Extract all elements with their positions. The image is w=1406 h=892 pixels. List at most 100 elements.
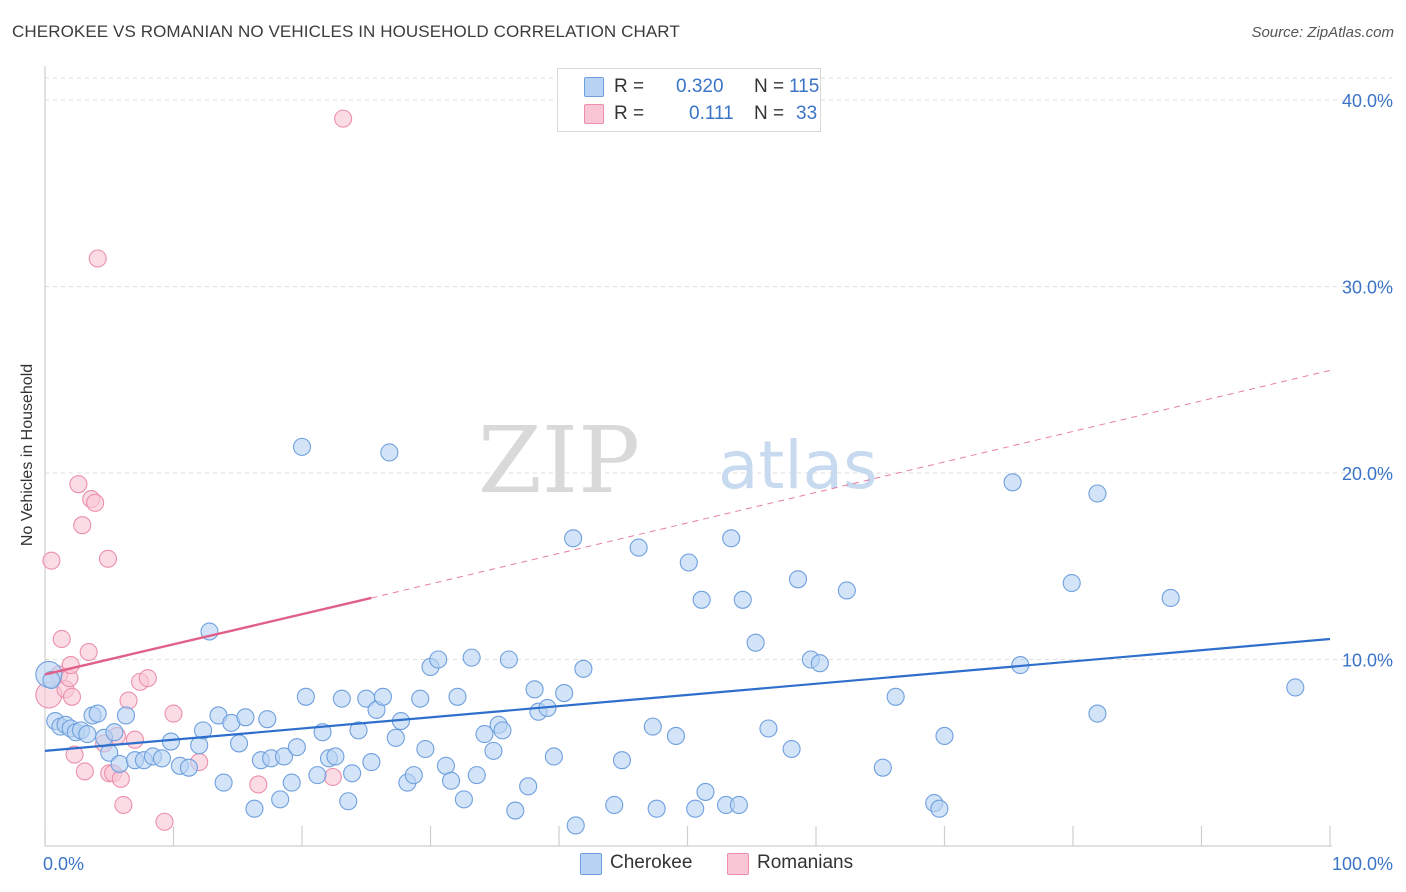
romanian-point (86, 493, 105, 512)
cherokee-point (759, 719, 778, 738)
cherokee-point (152, 749, 171, 768)
cherokee-point (873, 758, 892, 777)
cherokee-point (746, 633, 765, 652)
cherokee-point (647, 799, 666, 818)
bottom-swatch-cherokee (580, 853, 602, 875)
cherokee-point (308, 766, 327, 785)
cherokee-point (448, 687, 467, 706)
legend-r-label: R = (614, 103, 645, 124)
cherokee-point (696, 782, 715, 801)
legend-r-value-cherokee: 0.320 (676, 76, 724, 97)
cherokee-point (296, 687, 315, 706)
cherokee-point (1088, 484, 1107, 503)
cherokee-point (380, 443, 399, 462)
romanian-point (164, 704, 183, 723)
cherokee-point (574, 659, 593, 678)
x-tick-label: 100.0% (1332, 854, 1393, 874)
cherokee-point (411, 689, 430, 708)
romanian-point (65, 745, 84, 764)
x-tick-label: 0.0% (43, 854, 84, 874)
cherokee-point (467, 766, 486, 785)
cherokee-point (692, 590, 711, 609)
cherokee-point (525, 680, 544, 699)
cherokee-point (605, 795, 624, 815)
correlation-legend: R = 0.320 N = 115 R = 0.111 N = 33 (557, 68, 821, 132)
axis-layer (44, 66, 1332, 847)
source-label: Source: ZipAtlas.com (1251, 24, 1394, 41)
cherokee-point (194, 721, 213, 740)
romanian-point (138, 669, 157, 688)
cherokee-point (326, 747, 345, 766)
cherokee-point (810, 654, 829, 673)
legend-n-value-cherokee: 115 (789, 76, 820, 97)
romanian-point (155, 812, 174, 831)
cherokee-point (566, 816, 585, 835)
y-tick-label: 30.0% (1342, 277, 1393, 297)
romanian-point (249, 775, 268, 794)
romanian-point (125, 730, 144, 749)
cherokee-point (42, 670, 61, 690)
trend-lines (44, 369, 1331, 752)
cherokee-point (343, 764, 362, 783)
cherokee-point (274, 747, 294, 766)
romanian-point (42, 551, 61, 570)
cherokee-point (416, 739, 435, 759)
cherokee-trend-line (44, 637, 1331, 752)
cherokee-point (236, 708, 255, 727)
cherokee-point (258, 710, 277, 729)
cherokee-point (666, 726, 685, 746)
cherokee-point (110, 754, 129, 773)
cherokee-point (935, 726, 954, 746)
cherokee-point (362, 753, 381, 772)
cherokee-point (1286, 678, 1305, 697)
cherokee-point (442, 771, 461, 790)
cherokee-point (229, 734, 249, 753)
cherokee-point (339, 792, 358, 811)
cherokee-point (88, 704, 107, 723)
cherokee-point (782, 739, 801, 759)
romanian-point (119, 691, 138, 710)
legend-r-label: R = (614, 76, 645, 97)
y-tick-label: 10.0% (1342, 650, 1393, 670)
cherokee-point (287, 738, 306, 757)
cherokee-point (484, 741, 503, 760)
romanians-points (35, 109, 353, 831)
y-tick-label: 20.0% (1342, 464, 1393, 484)
cherokee-point (271, 790, 290, 809)
legend-swatch-cherokee (584, 77, 604, 97)
tick-labels: 10.0% 20.0% 30.0% 40.0% 0.0% 100.0% (43, 91, 1393, 874)
romanian-point (73, 516, 92, 535)
watermark-zip: ZIP (478, 407, 640, 514)
romanian-point (114, 795, 133, 815)
cherokee-point (837, 581, 856, 600)
watermark: ZIP atlas (478, 407, 878, 514)
bottom-swatch-romanians (727, 853, 749, 875)
cherokee-point (404, 766, 423, 785)
cherokee-point (475, 725, 494, 744)
romanian-point (52, 629, 71, 649)
cherokee-point (722, 529, 741, 548)
romanian-point (61, 656, 80, 675)
cherokee-point (643, 717, 662, 736)
romanian-point (75, 762, 94, 781)
cherokee-point (733, 590, 752, 609)
legend-n-label: N = (754, 76, 785, 97)
cherokee-point (930, 799, 949, 818)
cherokee-point (332, 689, 351, 708)
watermark-atlas: atlas (718, 427, 878, 504)
cherokee-point (373, 687, 393, 706)
cherokee-point (116, 706, 136, 725)
romanian-point (111, 769, 130, 788)
cherokee-point (292, 437, 312, 456)
romanian-point (88, 249, 107, 268)
chart-title: CHEROKEE VS ROMANIAN NO VEHICLES IN HOUS… (12, 22, 680, 41)
cherokee-point (686, 799, 705, 818)
cherokee-point (729, 795, 748, 815)
cherokee-point (679, 553, 698, 572)
romanian-point (69, 475, 88, 494)
romanian-point (98, 549, 118, 568)
romanian-trend-line (44, 596, 372, 676)
romanian-point (334, 109, 353, 128)
cherokee-point (564, 529, 583, 548)
cherokee-point (1161, 588, 1180, 607)
